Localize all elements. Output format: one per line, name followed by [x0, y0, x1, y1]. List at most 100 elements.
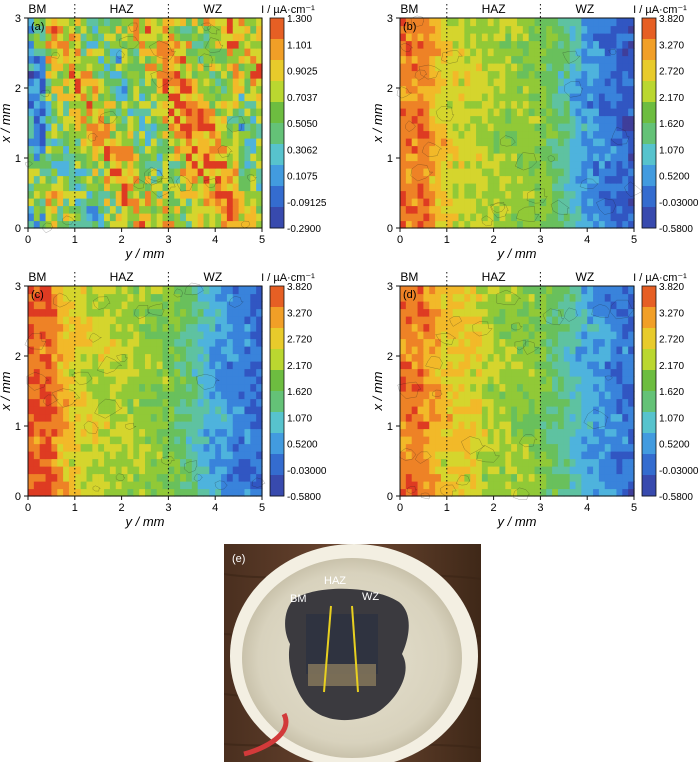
heatmap-cell: [610, 346, 618, 355]
colorbar-title: I / µA·cm⁻¹: [261, 4, 315, 16]
heatmap-cell: [191, 473, 199, 482]
heatmap-cell: [109, 481, 117, 490]
heatmap-cell: [127, 481, 134, 490]
contour-line: [461, 436, 486, 455]
heatmap-cell: [156, 331, 164, 340]
heatmap-cell: [411, 316, 419, 325]
heatmap-cell: [517, 168, 524, 177]
heatmap-cell: [197, 130, 205, 139]
heatmap-cell: [563, 123, 571, 132]
heatmap-cell: [109, 168, 117, 177]
heatmap-cell: [452, 153, 460, 162]
heatmap-cell: [435, 331, 442, 340]
heatmap-cell: [522, 130, 530, 139]
contour-line: [596, 198, 617, 215]
heatmap-cell: [244, 488, 251, 497]
heatmap-cell: [174, 85, 181, 94]
heatmap-cell: [505, 391, 512, 400]
heatmap-cell: [145, 168, 152, 177]
heatmap-cell: [209, 175, 216, 184]
heatmap-cell: [587, 473, 594, 482]
heatmap-cell: [244, 130, 251, 139]
heatmap-cell: [528, 175, 536, 184]
heatmap-cell: [581, 175, 588, 184]
heatmap-cell: [622, 436, 629, 445]
heatmap-cell: [540, 63, 547, 72]
colorbar-segment: [270, 433, 284, 455]
heatmap-cell: [256, 466, 263, 475]
heatmap-cell: [63, 488, 70, 497]
heatmap-cell: [109, 451, 117, 460]
heatmap-cell: [33, 436, 41, 445]
heatmap-cell: [440, 85, 448, 94]
heatmap-cell: [522, 458, 530, 467]
heatmap-cell: [616, 78, 623, 87]
heatmap-cell: [209, 413, 216, 422]
heatmap-cell: [57, 331, 64, 340]
heatmap-cell: [74, 18, 82, 27]
heatmap-cell: [127, 183, 134, 192]
heatmap-cell: [28, 108, 35, 117]
heatmap-cell: [156, 488, 164, 497]
heatmap-cell: [80, 308, 88, 317]
x-tick-label: 5: [631, 502, 637, 514]
heatmap-cell: [109, 428, 117, 437]
contour-line: [214, 480, 228, 490]
heatmap-cell: [33, 175, 41, 184]
heatmap-cell: [604, 130, 612, 139]
heatmap-cell: [162, 55, 169, 64]
heatmap-cell: [185, 25, 193, 34]
heatmap-cell: [628, 115, 635, 124]
heatmap-cell: [622, 308, 629, 317]
heatmap-cell: [45, 123, 52, 132]
heatmap-cell: [80, 383, 88, 392]
heatmap-cell: [435, 130, 442, 139]
heatmap-cell: [150, 316, 158, 325]
heatmap-cell: [546, 436, 553, 445]
heatmap-cell: [104, 145, 111, 154]
heatmap-cell: [191, 316, 199, 325]
heatmap-cell: [33, 115, 41, 124]
heatmap-cell: [115, 398, 123, 407]
heatmap-cell: [203, 346, 210, 355]
heatmap-cell: [593, 213, 600, 222]
heatmap-cell: [162, 376, 169, 385]
y-axis-label: x / mm: [0, 371, 13, 411]
colorbar-segment: [270, 412, 284, 434]
region-label-wz: WZ: [576, 2, 595, 16]
heatmap-cell: [221, 25, 228, 34]
heatmap-cell: [232, 40, 240, 49]
heatmap-cell: [470, 145, 477, 154]
heatmap-cell: [150, 473, 158, 482]
heatmap-cell: [168, 220, 175, 229]
heatmap-cell: [423, 473, 430, 482]
heatmap-cell: [411, 323, 419, 332]
heatmap-cell: [150, 488, 158, 497]
heatmap-cell: [546, 205, 553, 214]
heatmap-cell: [174, 115, 181, 124]
heatmap-cell: [168, 346, 175, 355]
heatmap-cell: [546, 70, 553, 79]
heatmap-cell: [575, 338, 582, 347]
heatmap-cell: [133, 323, 140, 332]
heatmap-cell: [481, 160, 489, 169]
heatmap-cell: [238, 198, 246, 207]
heatmap-cell: [256, 100, 263, 109]
heatmap-cell: [476, 18, 483, 27]
heatmap-cell: [39, 391, 47, 400]
heatmap-cell: [98, 331, 105, 340]
x-tick-label: 1: [444, 502, 450, 514]
heatmap-cell: [232, 301, 240, 310]
heatmap-cell: [226, 353, 234, 362]
colorbar-tick-label: 0.5200: [659, 440, 690, 451]
heatmap-cell: [51, 63, 58, 72]
heatmap-cell: [534, 78, 541, 87]
x-tick-label: 5: [631, 234, 637, 246]
heatmap-cell: [628, 130, 635, 139]
heatmap-cell: [593, 55, 600, 64]
heatmap-cell: [80, 153, 88, 162]
contour-line: [418, 64, 443, 80]
heatmap-cell: [203, 466, 210, 475]
heatmap-cell: [569, 466, 577, 475]
heatmap-cell: [517, 346, 524, 355]
